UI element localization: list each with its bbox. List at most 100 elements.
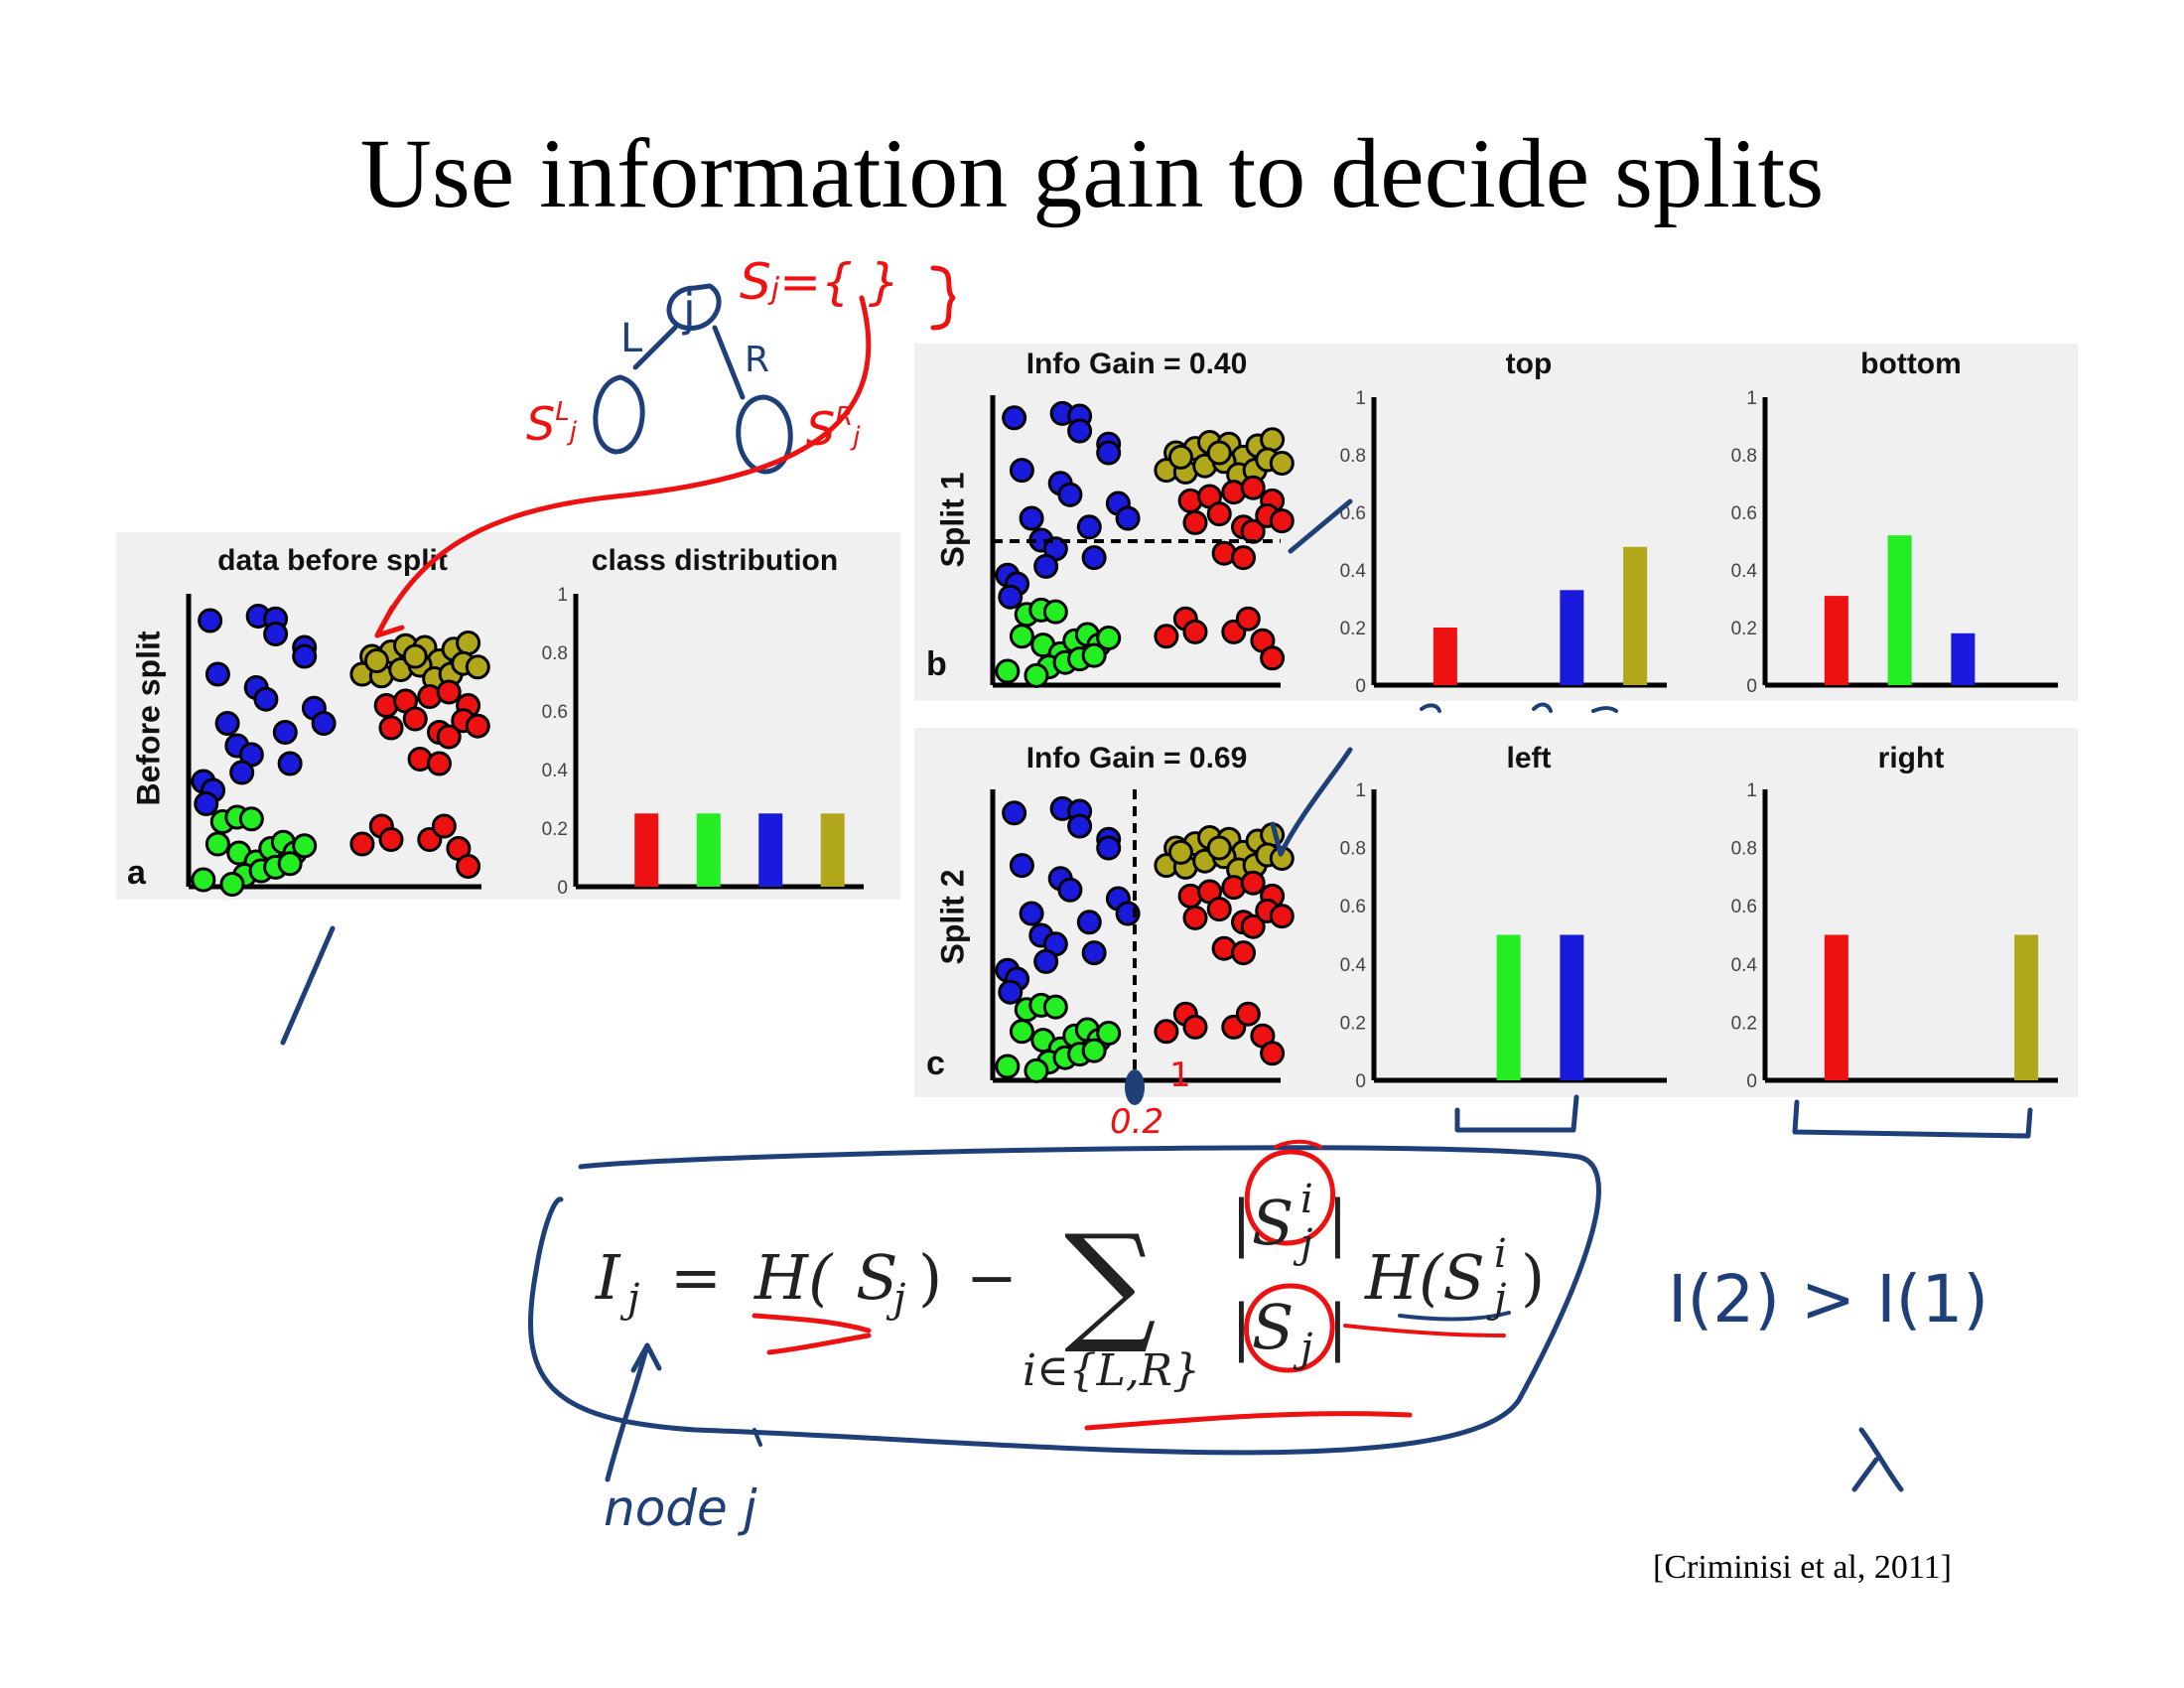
scatter-b-point-red-15 xyxy=(1154,624,1179,649)
ink-left-edge xyxy=(632,325,678,370)
formula-equals: = xyxy=(670,1241,722,1314)
scatter-a-point-olive-14 xyxy=(465,654,490,680)
scatter-b-point-red-14 xyxy=(1182,619,1208,644)
handwritten-left-set-sub: j xyxy=(569,417,577,447)
formula-minus: − xyxy=(966,1241,1018,1314)
scatter-b-point-blue-5 xyxy=(1009,458,1034,484)
formula-lhs-sub: j xyxy=(627,1276,640,1322)
scatter-b-point-red-3 xyxy=(1240,475,1266,500)
ink-red-arrow xyxy=(374,295,872,638)
bars-a-tick-1: 1 xyxy=(557,585,568,606)
bars-b-bottom-tick-0.6: 0.6 xyxy=(1731,503,1757,524)
scatter-a-point-red-6 xyxy=(402,706,428,732)
scatter-b-point-green-15 xyxy=(1024,662,1049,688)
handwritten-set-def-rest: ={ } xyxy=(779,253,900,311)
ink-check-split1 xyxy=(1288,498,1353,554)
formula-child-entropy-sup: i xyxy=(1494,1231,1507,1277)
scatter-a-point-red-12 xyxy=(427,751,452,776)
panel-letter-b: b xyxy=(926,645,947,683)
information-gain-formula: I j = H( S j ) − ∑ i∈{L,R} |S i j | |S j… xyxy=(596,1177,1588,1435)
scatter-a-point-green-9 xyxy=(292,833,318,859)
ink-arrow-node-head xyxy=(630,1342,662,1373)
scatter-b-point-green-3 xyxy=(1009,624,1034,649)
scatter-b-point-olive-14 xyxy=(1269,451,1295,477)
scatter-b-point-red-6 xyxy=(1206,501,1232,527)
scatter-c-point-blue-0 xyxy=(1002,800,1027,826)
scatter-a-point-red-10 xyxy=(465,713,490,739)
scatter-c-point-blue-10 xyxy=(1096,835,1122,861)
scatter-a-point-red-5 xyxy=(378,715,404,741)
formula-denominator: |S xyxy=(1231,1291,1295,1363)
formula-lhs: I xyxy=(596,1241,620,1314)
scatter-c-point-blue-3 xyxy=(1067,813,1093,839)
ink-underline-child xyxy=(1398,1311,1511,1322)
scatter-c-point-green-9 xyxy=(1096,1021,1122,1047)
ink-bracket-right xyxy=(1792,1099,2033,1139)
bars-c-right-tick-0.6: 0.6 xyxy=(1731,897,1757,917)
ink-underline-sum xyxy=(1084,1411,1413,1431)
scatter-a-point-green-15 xyxy=(219,872,245,897)
panel-letter-a: a xyxy=(127,854,146,892)
handwritten-left-set-sup: L xyxy=(555,397,570,427)
scatter-b-point-blue-18 xyxy=(1081,545,1107,571)
scatter-b-point-red-12 xyxy=(1231,545,1256,571)
scatter-c-point-red-5 xyxy=(1182,905,1208,930)
scatter-c-point-red-19 xyxy=(1260,1041,1286,1066)
scatter-a-point-red-17 xyxy=(431,813,457,839)
formula-close: ) xyxy=(918,1241,943,1314)
bars-a-bar-green xyxy=(696,813,721,887)
scatter-c-point-blue-18 xyxy=(1081,940,1107,966)
handwritten-right-set-sup: R xyxy=(835,402,854,432)
scatter-a-point-green-13 xyxy=(277,851,303,877)
scatter-b-point-blue-14 xyxy=(1033,553,1059,579)
ink-underline-entropy xyxy=(751,1313,872,1334)
scatter-b-point-green-9 xyxy=(1096,626,1122,651)
formula-child-entropy-close: ) xyxy=(1521,1241,1546,1314)
scatter-a-point-red-15 xyxy=(349,831,375,857)
panel-letter-c: c xyxy=(926,1045,945,1082)
scatter-b-point-blue-19 xyxy=(1019,505,1044,531)
bars-c-left-tick-0: 0 xyxy=(1355,1071,1366,1092)
scatter-b-point-red-5 xyxy=(1182,509,1208,535)
formula-child-entropy: H(S xyxy=(1365,1241,1485,1314)
scatter-a-point-blue-5 xyxy=(205,661,230,687)
bars-title-c-left: left xyxy=(1506,742,1552,774)
bars-c-left-tick-0.4: 0.4 xyxy=(1340,955,1367,976)
scatter-b-point-olive-16 xyxy=(1206,440,1232,466)
bars-b-bottom-tick-0.4: 0.4 xyxy=(1731,561,1758,582)
scatter-b-point-olive-6 xyxy=(1260,427,1286,453)
bars-b-top-tick-1: 1 xyxy=(1355,388,1366,409)
bars-b-top-tick-0.4: 0.4 xyxy=(1340,561,1367,582)
scatter-c-point-blue-7 xyxy=(1057,877,1083,903)
formula-sum-index: i∈{L,R} xyxy=(1023,1345,1200,1396)
scatter-a-point-blue-14 xyxy=(229,760,255,785)
formula-numerator: |S xyxy=(1231,1187,1295,1259)
ink-check-split2-tail xyxy=(1270,821,1284,857)
scatter-c-point-olive-16 xyxy=(1206,835,1232,861)
bars-c-left-tick-1: 1 xyxy=(1355,780,1366,801)
ink-circle-numerator xyxy=(1244,1149,1336,1246)
scatter-b-point-blue-17 xyxy=(998,584,1024,610)
ink-underline-entropy-2 xyxy=(766,1333,872,1355)
scatter-b-point-red-19 xyxy=(1260,645,1286,671)
ink-lambda xyxy=(1851,1427,1904,1492)
ink-mark-olive xyxy=(1591,706,1618,713)
bars-b-bottom-tick-0.8: 0.8 xyxy=(1731,446,1757,467)
scatter-title-a: data before split xyxy=(217,544,448,577)
citation: [Criminisi et al, 2011] xyxy=(1653,1549,1952,1586)
scatter-b-point-blue-0 xyxy=(1002,405,1027,431)
ink-arrow-node xyxy=(605,1342,650,1482)
ink-threshold-marker xyxy=(1125,1069,1145,1105)
handwritten-node-note: node j xyxy=(604,1479,757,1537)
bars-b-top-tick-0.2: 0.2 xyxy=(1340,619,1366,639)
bars-b-bottom-tick-1: 1 xyxy=(1746,388,1757,409)
scatter-title-b: Info Gain = 0.40 xyxy=(1025,348,1248,380)
bars-c-right-tick-1: 1 xyxy=(1746,780,1757,801)
bars-a-tick-0.6: 0.6 xyxy=(542,702,568,723)
scatter-b-point-red-10 xyxy=(1269,508,1295,534)
scatter-a-point-green-14 xyxy=(191,867,216,893)
scatter-a-point-blue-9 xyxy=(311,711,337,736)
ink-set-brace xyxy=(930,265,956,331)
handwritten-right-set-s: S xyxy=(806,402,836,456)
